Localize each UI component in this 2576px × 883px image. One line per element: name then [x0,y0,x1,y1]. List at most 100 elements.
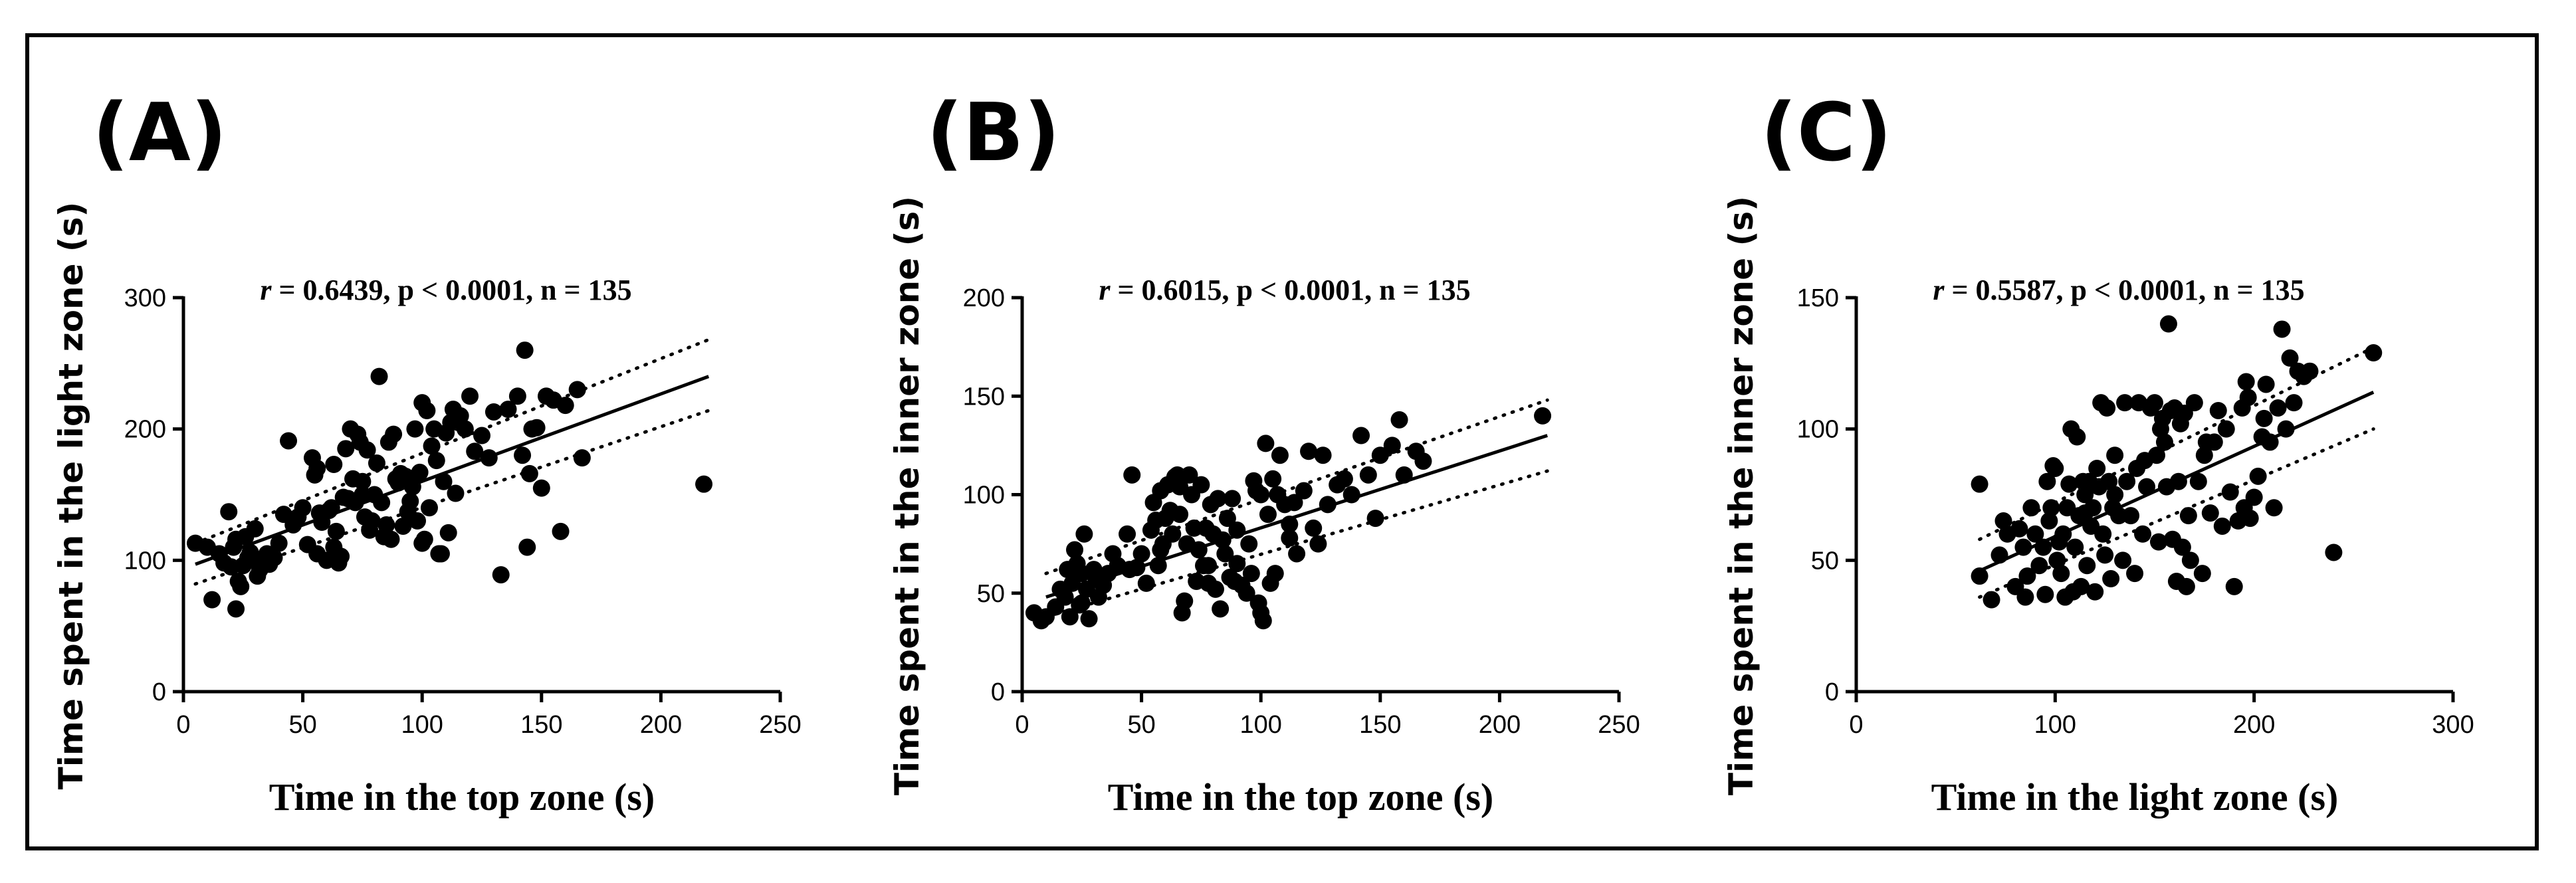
data-point [1132,545,1150,563]
data-point [461,387,479,405]
data-point [1056,588,1074,606]
x-axis-title: Time in the top zone (s) [269,775,655,819]
data-point [447,484,465,502]
x-tick-label: 200 [1479,711,1521,739]
data-point [1119,525,1136,543]
data-point [2365,344,2383,362]
stat-values: = 0.5587, p < 0.0001, n = 135 [1944,274,2304,306]
data-point [1305,519,1323,537]
data-point [403,478,421,496]
data-point [1300,442,1318,460]
data-point [2078,557,2096,575]
data-point [1366,510,1384,528]
ci-lower-line [1044,469,1549,619]
data-point [2173,538,2191,556]
data-point [2038,472,2056,490]
data-point [552,522,570,540]
data-point [2225,577,2243,595]
data-point [432,545,450,563]
data-point [1309,535,1327,553]
ci-upper-line [193,338,710,545]
data-point [1319,496,1337,514]
data-point [2277,420,2295,438]
data-point [1414,452,1432,470]
data-point [1228,555,1246,573]
x-axis-title: Time in the light zone (s) [1931,775,2339,819]
data-point [528,419,546,437]
stat-values: = 0.6439, p < 0.0001, n = 135 [271,274,631,306]
y-axis-title: Time spent in the inner zone (s) [1722,196,1761,795]
x-tick-label: 0 [1015,711,1029,739]
x-tick-label: 0 [176,711,190,739]
data-point [2185,394,2203,412]
data-point [1240,535,1258,553]
ci-lower-line [1978,427,2375,599]
data-point [220,503,238,521]
data-point [227,600,245,618]
x-tick-label: 100 [2034,711,2076,739]
data-point [370,367,388,385]
data-point [1152,541,1170,559]
x-tick-label: 200 [640,711,682,739]
data-point [2110,507,2128,525]
data-point [2096,546,2114,564]
data-point [1371,446,1389,464]
data-point [2205,433,2223,451]
data-point [1983,591,2000,609]
data-point [1534,407,1552,425]
data-point [2281,349,2299,367]
y-tick-label: 100 [963,482,1005,510]
stat-r-symbol: r [260,274,272,306]
data-point [1237,584,1255,602]
data-point [406,420,424,438]
data-point [1216,545,1234,563]
data-point [2221,483,2239,501]
data-point [508,387,526,405]
x-tick-label: 100 [1239,711,1281,739]
data-point [363,512,381,530]
data-point [354,472,372,490]
data-point [1228,521,1246,539]
data-point [484,403,502,421]
x-tick-label: 50 [288,711,316,739]
data-point [1254,612,1272,630]
data-point [1176,592,1194,610]
data-point [2301,362,2319,380]
panel-label: (C) [1761,87,1892,179]
data-point [2042,499,2060,517]
data-point [246,520,264,538]
y-tick-label: 300 [124,284,166,312]
data-point [2100,472,2118,490]
data-point [1137,574,1155,592]
data-point [1200,557,1218,575]
data-point [1359,466,1377,484]
y-tick-label: 50 [977,580,1005,608]
x-tick-label: 50 [1127,711,1155,739]
data-point [1212,600,1230,618]
data-point [1149,557,1167,575]
data-point [2136,452,2154,470]
data-point [2239,389,2257,407]
data-point [280,432,298,450]
data-point [2241,510,2259,528]
data-point [1390,411,1408,429]
data-point [2265,499,2283,517]
data-point [2040,512,2058,530]
x-tick-label: 0 [1849,711,1863,739]
data-point [1073,594,1091,612]
data-point [354,486,372,504]
data-point [337,440,355,458]
data-point [520,464,538,482]
data-point [294,499,312,517]
x-tick-label: 250 [759,711,801,739]
data-point [2022,499,2040,517]
regression-line [195,375,710,566]
data-point [373,494,391,512]
data-point [2269,399,2287,417]
y-tick-label: 100 [124,547,166,575]
data-point [1271,446,1289,464]
y-tick-label: 150 [1797,284,1839,312]
y-tick-label: 200 [124,416,166,444]
data-point [1066,541,1084,559]
data-point [409,512,427,530]
